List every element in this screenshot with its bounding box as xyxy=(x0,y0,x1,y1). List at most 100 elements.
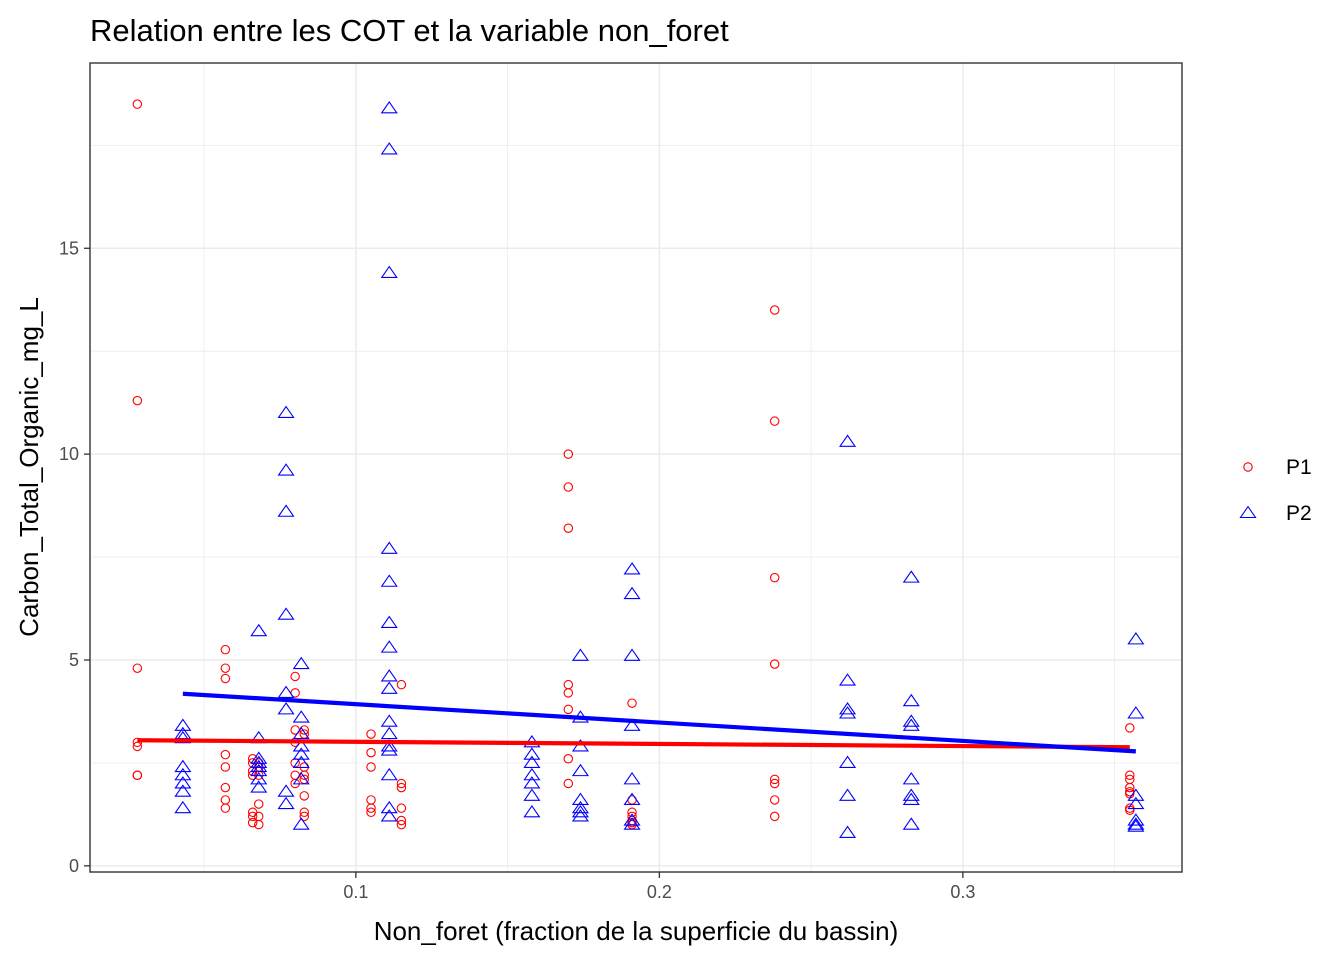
data-point-p2 xyxy=(902,817,920,830)
data-point-p1 xyxy=(366,747,376,758)
data-point-p1 xyxy=(220,644,231,655)
y-axis: 0 5 10 15 xyxy=(59,238,90,876)
data-point-p1 xyxy=(299,811,310,822)
data-point-p2 xyxy=(174,784,192,797)
data-point-p2 xyxy=(380,739,398,752)
data-point-p1 xyxy=(220,782,231,793)
data-point-p2 xyxy=(1127,796,1145,810)
data-point-p2 xyxy=(380,743,398,756)
data-point-p2 xyxy=(902,772,920,785)
data-point-p1 xyxy=(220,749,231,760)
data-point-p2 xyxy=(1127,819,1145,832)
data-point-p2 xyxy=(623,562,641,575)
data-point-p2 xyxy=(174,718,192,731)
data-point-p2 xyxy=(571,809,590,822)
data-point-p1 xyxy=(366,762,376,772)
data-point-p1 xyxy=(132,663,143,673)
data-point-p1 xyxy=(132,99,143,109)
data-point-p1 xyxy=(366,803,376,813)
data-point-p2 xyxy=(571,792,590,806)
data-point-p2 xyxy=(623,813,641,826)
data-point-p1 xyxy=(366,729,376,739)
legend-label-p1: P1 xyxy=(1286,456,1312,479)
trend-line-p1 xyxy=(137,738,1130,750)
data-point-p2 xyxy=(380,615,398,628)
data-point-p1 xyxy=(563,523,574,533)
data-point-p2 xyxy=(623,792,641,806)
data-point-p1 xyxy=(220,762,231,772)
data-point-p1 xyxy=(1125,782,1135,793)
data-point-p2 xyxy=(571,804,590,818)
data-point-p2 xyxy=(277,784,295,797)
data-point-p1 xyxy=(769,572,780,583)
data-point-p2 xyxy=(838,702,857,715)
data-point-p1 xyxy=(769,795,780,805)
data-point-p2 xyxy=(250,623,268,637)
trend-lines xyxy=(137,691,1136,754)
data-point-p2 xyxy=(838,825,857,838)
data-point-p2 xyxy=(523,747,541,760)
data-point-p1 xyxy=(396,679,407,690)
data-point-p2 xyxy=(250,759,268,773)
plot-border xyxy=(89,62,1183,873)
data-point-p1 xyxy=(563,704,574,715)
data-point-p2 xyxy=(380,767,398,781)
data-point-p2 xyxy=(1127,813,1145,826)
data-point-p2 xyxy=(277,463,295,476)
data-point-p2 xyxy=(380,800,398,814)
data-point-p2 xyxy=(380,640,398,653)
y-tick-label: 10 xyxy=(59,444,79,464)
data-point-p1 xyxy=(247,811,258,822)
x-tick-label: 0.1 xyxy=(343,882,368,902)
data-point-p1 xyxy=(769,305,780,315)
data-point-p1 xyxy=(769,811,780,822)
data-point-p1 xyxy=(253,799,264,809)
data-point-p2 xyxy=(174,759,192,773)
data-point-p2 xyxy=(380,142,398,155)
data-point-p2 xyxy=(623,718,641,731)
data-point-p1 xyxy=(396,815,407,826)
data-point-p2 xyxy=(1127,817,1145,830)
data-point-p1 xyxy=(396,782,407,793)
data-point-p2 xyxy=(1127,706,1145,719)
data-point-p1 xyxy=(253,819,264,830)
data-point-p2 xyxy=(902,788,920,801)
data-point-p1 xyxy=(769,659,780,669)
data-point-p1 xyxy=(563,778,574,789)
data-point-p2 xyxy=(838,434,857,447)
data-point-p2 xyxy=(250,780,268,793)
data-point-p2 xyxy=(902,693,920,707)
plot-background xyxy=(90,63,1182,872)
data-point-p2 xyxy=(623,648,641,661)
data-point-p2 xyxy=(277,607,295,620)
data-point-p2 xyxy=(571,800,590,814)
data-point-p1 xyxy=(396,778,407,789)
data-point-p2 xyxy=(292,739,310,752)
legend: P1 P2 xyxy=(1239,456,1312,525)
data-point-p2 xyxy=(277,796,295,810)
data-point-p2 xyxy=(174,730,192,744)
data-point-p2 xyxy=(174,767,192,781)
data-point-p2 xyxy=(174,776,192,789)
data-point-p2 xyxy=(292,817,310,830)
data-point-p2 xyxy=(838,706,857,719)
data-point-p2 xyxy=(1127,632,1145,645)
minor-gridlines xyxy=(90,63,1182,872)
data-point-p2 xyxy=(623,817,641,830)
data-point-p1 xyxy=(132,770,143,780)
data-point-p2 xyxy=(523,755,541,768)
data-point-p2 xyxy=(380,265,398,279)
x-axis: 0.1 0.2 0.3 xyxy=(343,872,975,902)
data-point-p2 xyxy=(571,648,590,661)
data-point-p2 xyxy=(380,714,398,727)
data-point-p2 xyxy=(838,673,857,686)
data-point-p1 xyxy=(769,778,780,789)
data-point-p2 xyxy=(277,504,295,517)
x-tick-label: 0.2 xyxy=(647,882,672,902)
data-point-p2 xyxy=(838,788,857,801)
data-point-p2 xyxy=(292,772,310,785)
data-point-p2 xyxy=(380,541,398,554)
data-point-p2 xyxy=(277,685,295,698)
data-point-p1 xyxy=(563,754,574,764)
